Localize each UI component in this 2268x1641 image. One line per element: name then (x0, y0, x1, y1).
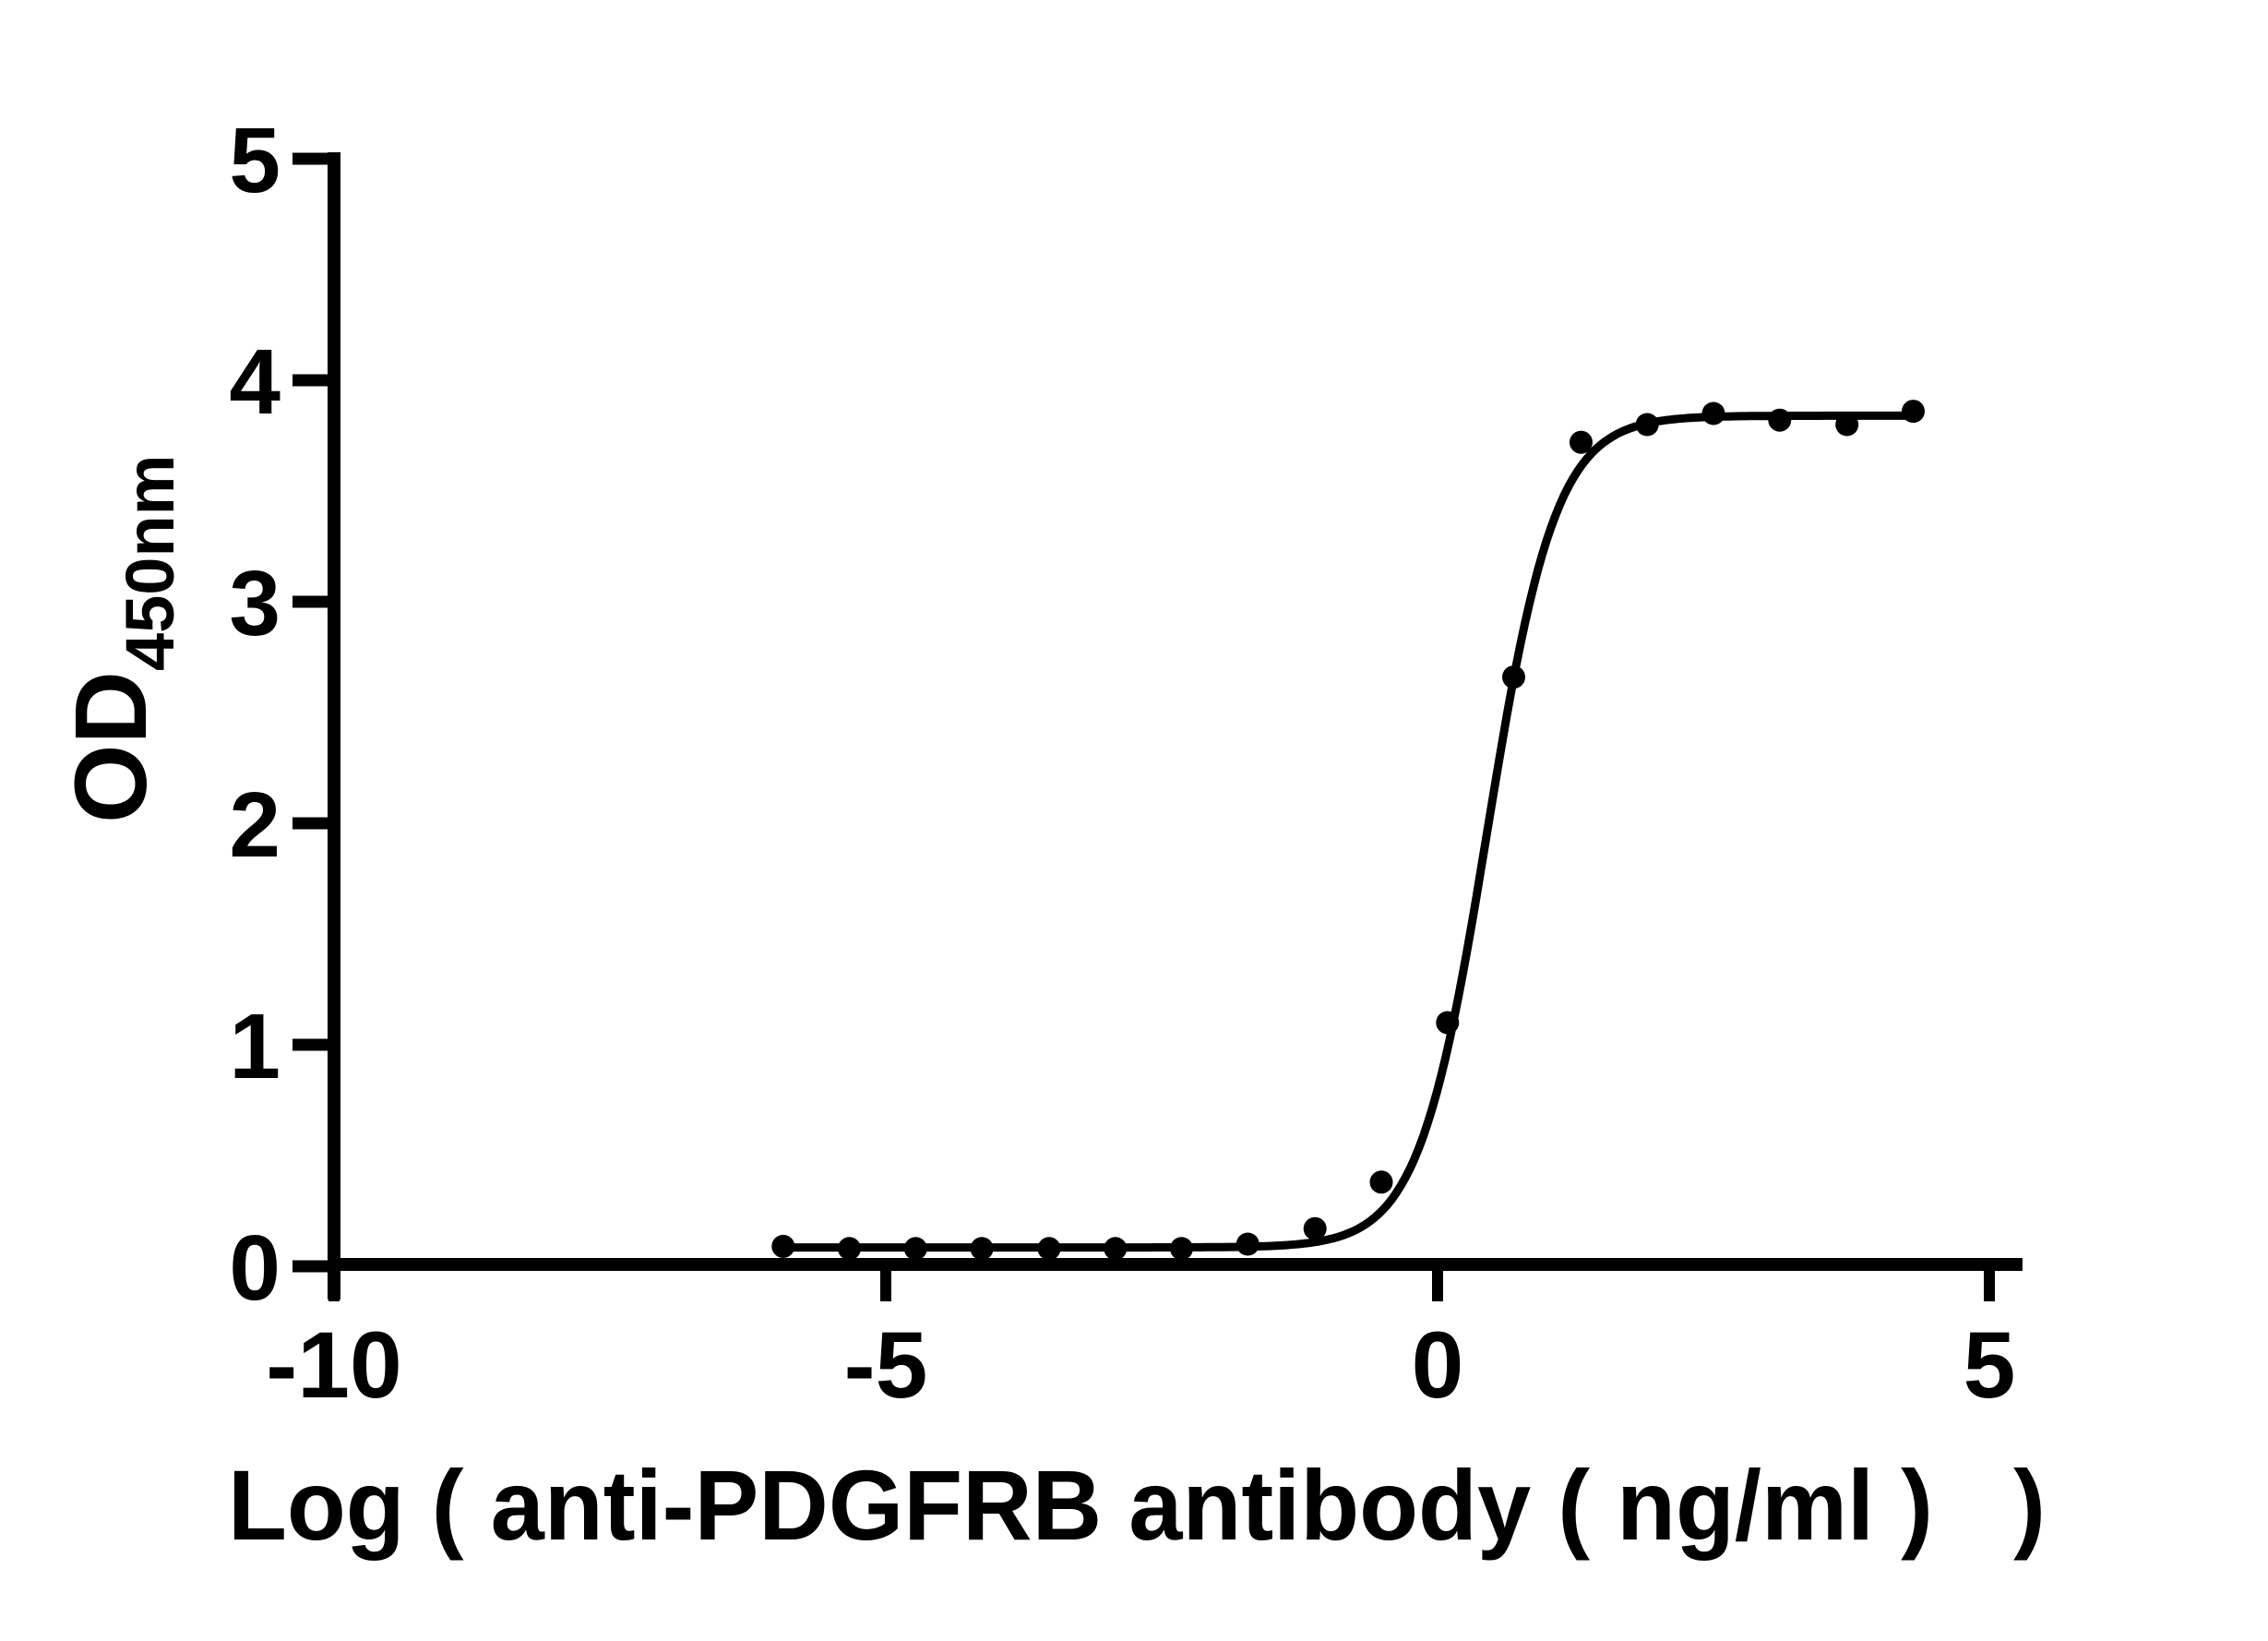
x-tick-label: 0 (1412, 1312, 1464, 1418)
data-point (1235, 1232, 1259, 1256)
data-point (838, 1237, 861, 1261)
ticks-group (292, 152, 1995, 1301)
data-point (970, 1237, 994, 1261)
y-tick-label: 5 (229, 109, 281, 212)
y-tick-label: 3 (229, 552, 281, 655)
y-tick-label: 1 (229, 995, 281, 1098)
x-tick-label: -5 (844, 1312, 928, 1418)
y-tick-label: 4 (229, 330, 281, 434)
data-point (1170, 1237, 1193, 1261)
tick-labels-group: 0 1 2 3 4 5 -10 -5 0 5 (229, 109, 2015, 1418)
y-axis-title-subscript: 450nm (112, 455, 188, 671)
data-point (903, 1237, 927, 1261)
x-tick-label: 5 (1964, 1312, 2016, 1418)
y-axis-title: OD450nm (54, 455, 188, 823)
axes-group (328, 152, 2023, 1300)
y-tick-label: 2 (229, 773, 281, 877)
fit-curve-group (779, 411, 1917, 1252)
x-tick-label: -10 (266, 1312, 401, 1418)
data-point (1768, 408, 1792, 432)
fit-curve (779, 411, 1917, 1252)
data-point (1902, 400, 1925, 424)
data-point (1701, 401, 1725, 425)
data-point (1502, 665, 1525, 689)
data-point (1835, 413, 1859, 437)
y-tick-label: 0 (229, 1216, 281, 1320)
data-point (1369, 1170, 1393, 1194)
data-point (771, 1234, 795, 1258)
data-point (1436, 1011, 1460, 1035)
data-point (1570, 430, 1593, 454)
y-axis-title-main: OD (54, 671, 168, 823)
data-point (1104, 1237, 1128, 1261)
x-axis-title: Log ( anti-PDGFRB antibody ( ng/ml ) ) (228, 1449, 2046, 1561)
data-point (1635, 413, 1659, 437)
data-point (1303, 1216, 1327, 1240)
data-point (1037, 1237, 1061, 1261)
data-points-group (771, 400, 1925, 1261)
